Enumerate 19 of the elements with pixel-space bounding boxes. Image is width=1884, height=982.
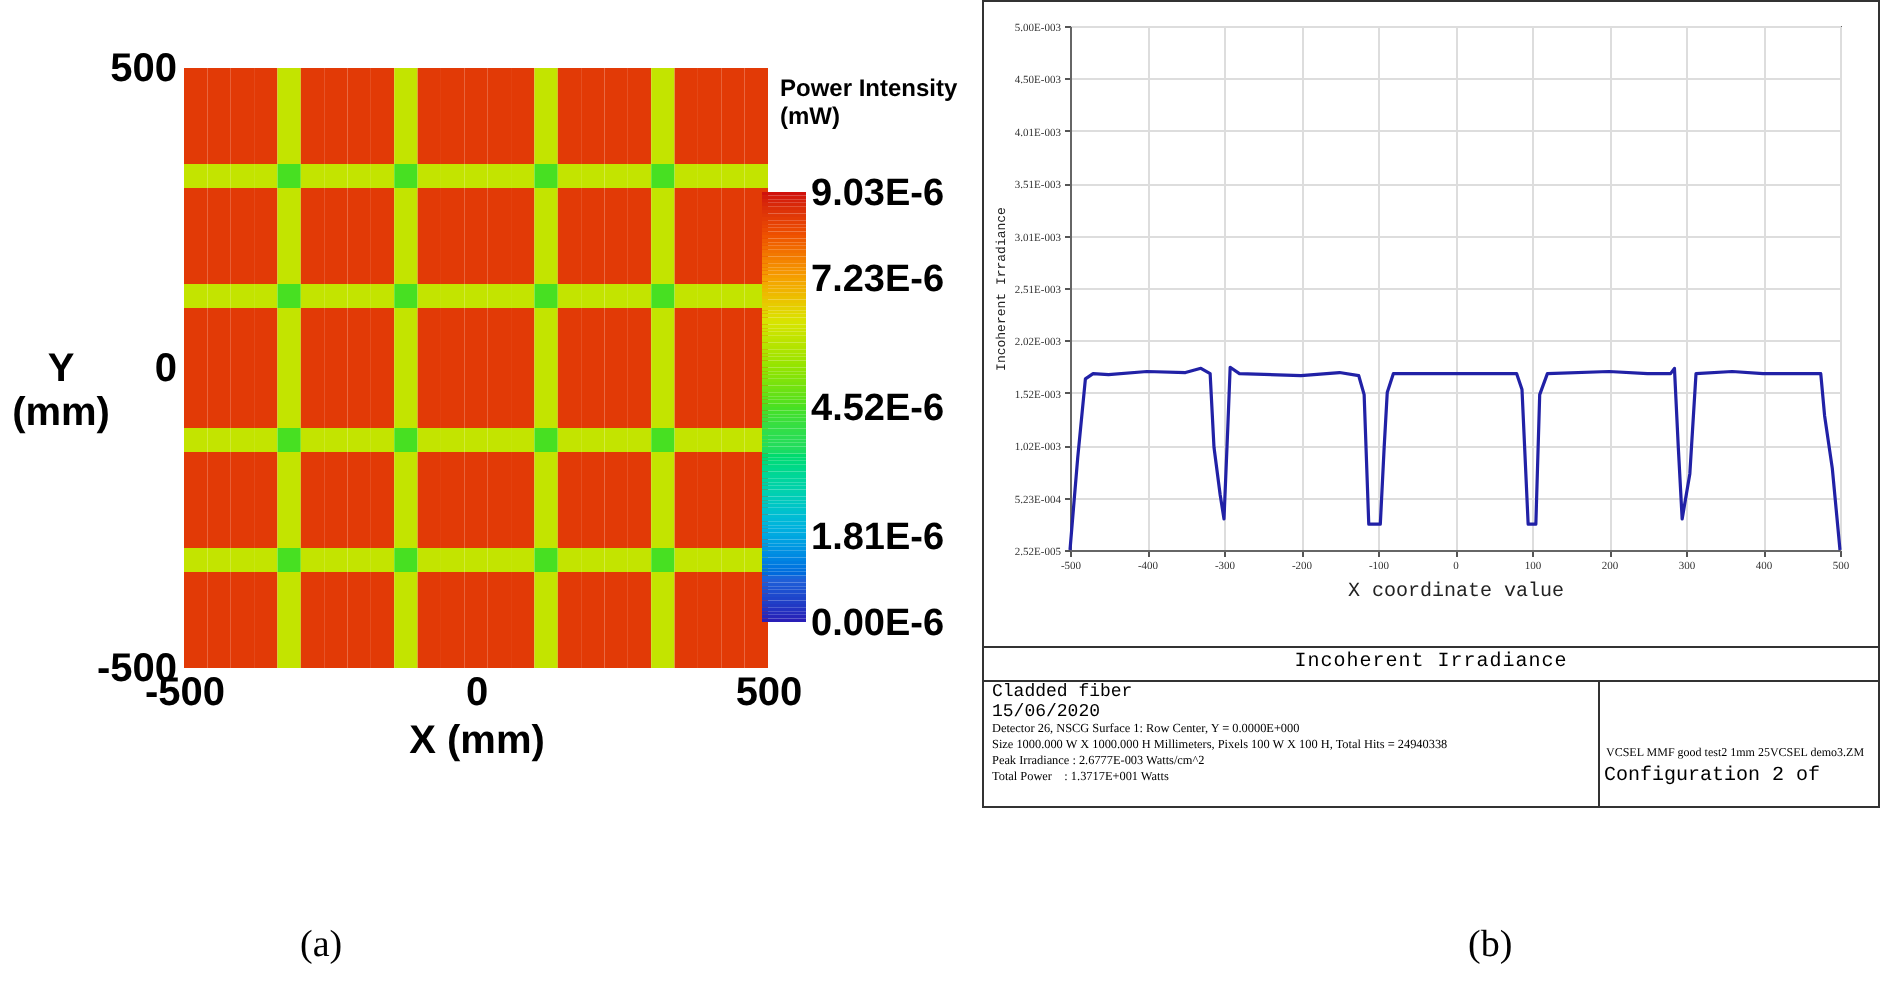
text: (b) [1468, 924, 1513, 968]
x-axis-title: X coordinate value [1347, 580, 1565, 604]
text: (a) [300, 924, 343, 968]
color-bar-title: Power Intensity (mW) [780, 74, 959, 130]
color-bar-label: 7.23E-6 [811, 258, 945, 301]
x-tick-label: 500 [735, 671, 803, 715]
x-tick-label: 0 [465, 671, 489, 715]
color-bar-label: 9.03E-6 [811, 173, 945, 215]
text: Cladded fiber [992, 682, 1135, 702]
text: Incoherent Irradiance [984, 646, 1878, 682]
color-bar-label: 0.00E-6 [811, 603, 945, 645]
y-tick-label: 500 [110, 47, 177, 91]
y-axis-title: Y (mm) [12, 347, 110, 435]
color-bar-label: 4.52E-6 [811, 387, 945, 430]
text: 15/06/2020 [992, 702, 1103, 722]
y-tick-label: 0 [154, 347, 177, 391]
color-bar-label: 1.81E-6 [811, 516, 945, 559]
x-axis-title: X (mm) [409, 719, 545, 763]
text: Configuration 2 of [1604, 766, 1821, 788]
